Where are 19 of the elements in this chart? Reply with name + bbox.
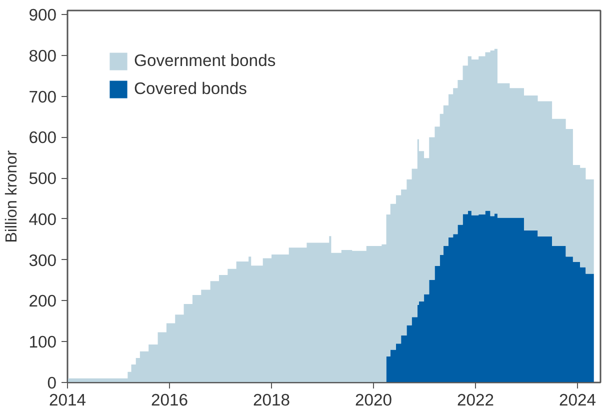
y-tick-label: 100 bbox=[28, 332, 57, 352]
x-tick-label: 2018 bbox=[252, 390, 290, 410]
y-tick-label: 0 bbox=[47, 374, 56, 392]
x-tick-label: 2014 bbox=[48, 390, 86, 410]
x-tick-label: 2024 bbox=[559, 390, 596, 410]
y-tick-label: 300 bbox=[28, 250, 57, 270]
x-tick-label: 2016 bbox=[150, 390, 188, 410]
y-axis-title: Billion kronor bbox=[4, 150, 21, 243]
x-tick-label: 2022 bbox=[457, 390, 494, 410]
y-tick-label: 500 bbox=[28, 169, 57, 188]
y-tick-label: 900 bbox=[28, 6, 57, 25]
y-tick-label: 200 bbox=[28, 292, 57, 311]
y-tick-label: 400 bbox=[28, 210, 57, 229]
y-tick-label: 800 bbox=[28, 46, 57, 66]
x-tick-label: 2020 bbox=[355, 390, 392, 410]
legend-label: Government bonds bbox=[134, 51, 276, 71]
y-tick-label: 600 bbox=[28, 128, 57, 148]
legend-label: Covered bonds bbox=[134, 79, 247, 99]
y-tick-label: 700 bbox=[28, 87, 57, 106]
